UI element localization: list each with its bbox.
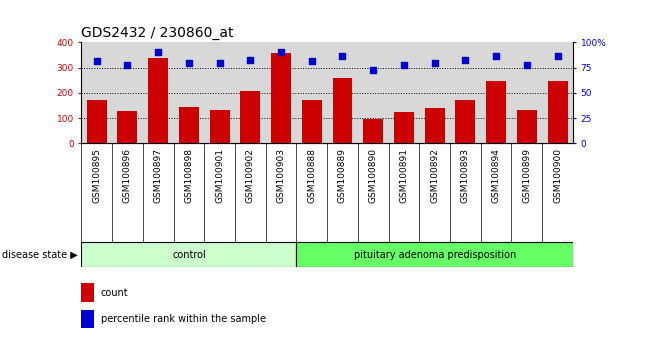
Text: control: control [172, 250, 206, 260]
Point [521, 62, 532, 68]
Bar [240, 91, 260, 143]
Text: GSM100902: GSM100902 [246, 148, 255, 203]
Point [184, 60, 194, 65]
Text: GSM100888: GSM100888 [307, 148, 316, 203]
Point [307, 58, 317, 63]
Text: GSM100899: GSM100899 [522, 148, 531, 203]
Bar [210, 110, 230, 143]
Text: disease state ▶: disease state ▶ [1, 250, 77, 260]
Text: GSM100900: GSM100900 [553, 148, 562, 203]
Text: pituitary adenoma predisposition: pituitary adenoma predisposition [353, 250, 516, 260]
Bar [81, 310, 94, 329]
Text: GSM100898: GSM100898 [184, 148, 193, 203]
Point [122, 62, 133, 68]
Bar [271, 53, 291, 143]
Point [214, 60, 225, 65]
Point [276, 49, 286, 55]
Point [491, 53, 501, 58]
Text: GSM100893: GSM100893 [461, 148, 470, 203]
Text: count: count [101, 288, 128, 298]
Point [368, 67, 378, 73]
Bar [456, 100, 475, 143]
FancyBboxPatch shape [81, 242, 296, 267]
Bar [302, 101, 322, 143]
Bar [424, 108, 445, 143]
Point [398, 62, 409, 68]
Bar [394, 112, 414, 143]
Bar [117, 110, 137, 143]
Text: GSM100889: GSM100889 [338, 148, 347, 203]
Text: GSM100903: GSM100903 [277, 148, 286, 203]
Point [337, 53, 348, 58]
Bar [363, 119, 383, 143]
Bar [81, 283, 94, 302]
Bar [486, 81, 506, 143]
Point [245, 57, 256, 62]
Bar [547, 81, 568, 143]
Text: percentile rank within the sample: percentile rank within the sample [101, 314, 266, 324]
Text: GSM100897: GSM100897 [154, 148, 163, 203]
Text: GSM100890: GSM100890 [368, 148, 378, 203]
Point [430, 60, 440, 65]
Text: GSM100894: GSM100894 [492, 148, 501, 203]
FancyBboxPatch shape [296, 242, 573, 267]
Point [552, 53, 562, 58]
Text: GDS2432 / 230860_at: GDS2432 / 230860_at [81, 26, 234, 40]
Text: GSM100896: GSM100896 [123, 148, 132, 203]
Bar [517, 110, 537, 143]
Text: GSM100895: GSM100895 [92, 148, 102, 203]
Text: GSM100901: GSM100901 [215, 148, 224, 203]
Text: GSM100892: GSM100892 [430, 148, 439, 203]
Bar [179, 107, 199, 143]
Bar [87, 101, 107, 143]
Point [460, 57, 471, 62]
Bar [333, 78, 352, 143]
Point [92, 58, 102, 63]
Bar [148, 58, 168, 143]
Text: GSM100891: GSM100891 [400, 148, 408, 203]
Point [153, 49, 163, 55]
